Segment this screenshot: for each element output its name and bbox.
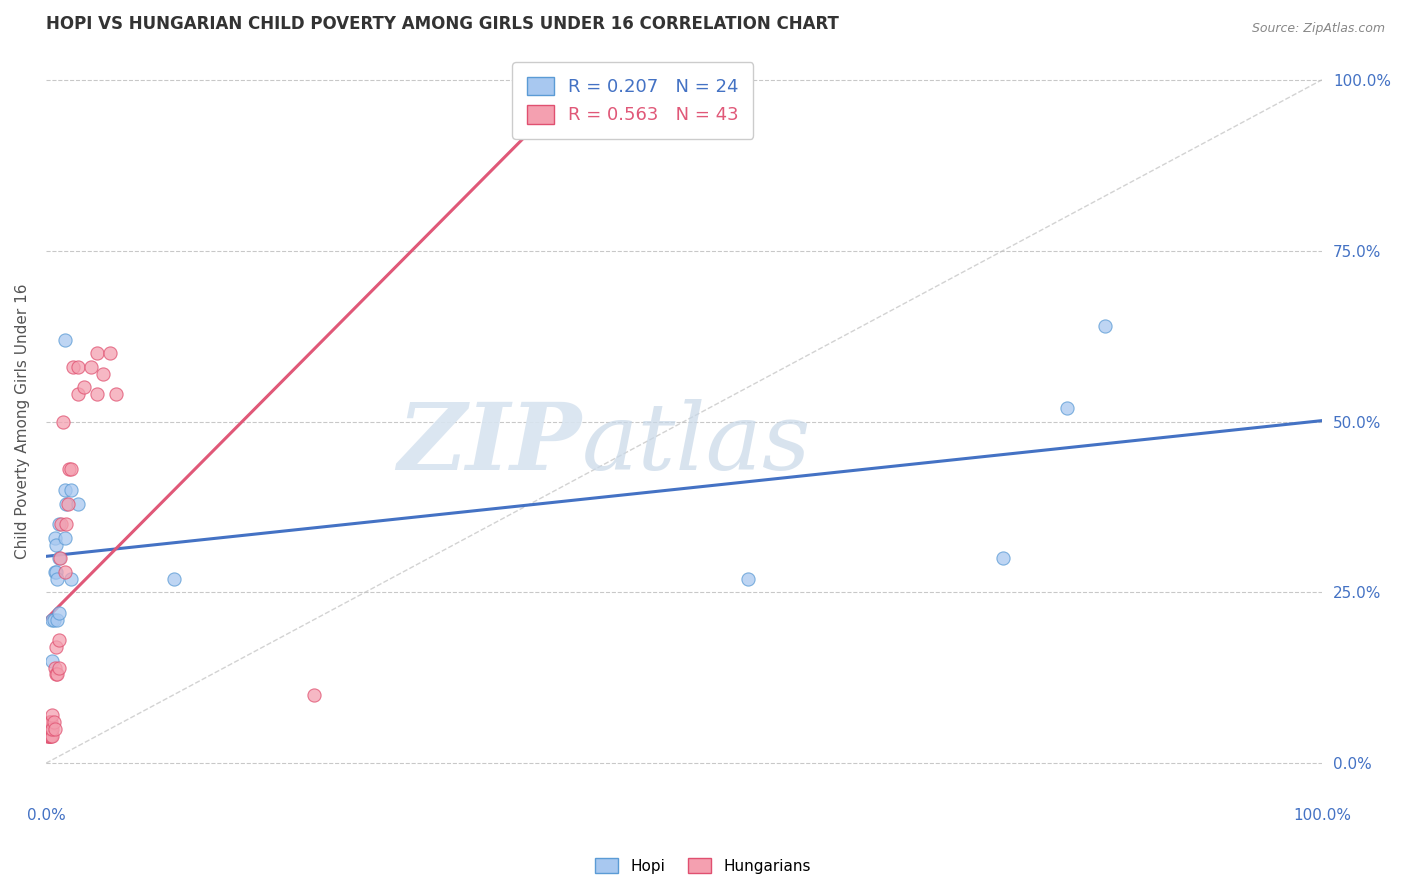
Point [162,572,184,586]
Point [1094,318,1116,333]
Point [991,551,1014,566]
Point [44,660,66,674]
Point [53,565,76,579]
Point [48,660,70,674]
Point [55,516,77,531]
Point [55,496,77,510]
Point [53,333,76,347]
Point [105,387,128,401]
Point [60,572,83,586]
Point [48,551,70,566]
Point [37,722,59,736]
Point [41,708,63,723]
Point [44,531,66,545]
Point [49,551,72,566]
Point [302,688,325,702]
Point [98,346,121,360]
Point [93,367,115,381]
Point [45,565,67,579]
Point [79,359,101,374]
Point [60,483,83,497]
Point [38,729,60,743]
Point [53,483,76,497]
Point [86,346,108,360]
Text: Source: ZipAtlas.com: Source: ZipAtlas.com [1251,22,1385,36]
Point [41,722,63,736]
Point [66,387,89,401]
Y-axis label: Child Poverty Among Girls Under 16: Child Poverty Among Girls Under 16 [15,284,30,559]
Text: ZIP: ZIP [398,399,582,489]
Point [48,633,70,648]
Point [66,359,89,374]
Point [51,415,73,429]
Point [41,613,63,627]
Point [42,715,65,730]
Point [53,531,76,545]
Point [62,359,84,374]
Point [60,462,83,476]
Point [39,729,62,743]
Point [41,654,63,668]
Point [73,380,96,394]
Point [737,572,759,586]
Text: atlas: atlas [582,399,811,489]
Point [46,572,69,586]
Point [51,516,73,531]
Point [44,565,66,579]
Point [66,496,89,510]
Text: HOPI VS HUNGARIAN CHILD POVERTY AMONG GIRLS UNDER 16 CORRELATION CHART: HOPI VS HUNGARIAN CHILD POVERTY AMONG GI… [46,15,839,33]
Point [45,640,67,654]
Point [58,462,80,476]
Point [41,729,63,743]
Point [38,722,60,736]
Point [39,715,62,730]
Point [38,729,60,743]
Point [48,516,70,531]
Point [44,722,66,736]
Point [38,722,60,736]
Point [38,715,60,730]
Point [37,729,59,743]
Legend: R = 0.207   N = 24, R = 0.563   N = 43: R = 0.207 N = 24, R = 0.563 N = 43 [512,62,754,139]
Point [38,715,60,730]
Point [45,537,67,551]
Point [38,722,60,736]
Point [42,613,65,627]
Point [38,729,60,743]
Point [46,667,69,681]
Legend: Hopi, Hungarians: Hopi, Hungarians [589,852,817,880]
Point [39,722,62,736]
Point [86,387,108,401]
Point [56,496,79,510]
Point [45,667,67,681]
Point [48,606,70,620]
Point [46,613,69,627]
Point [1056,401,1078,415]
